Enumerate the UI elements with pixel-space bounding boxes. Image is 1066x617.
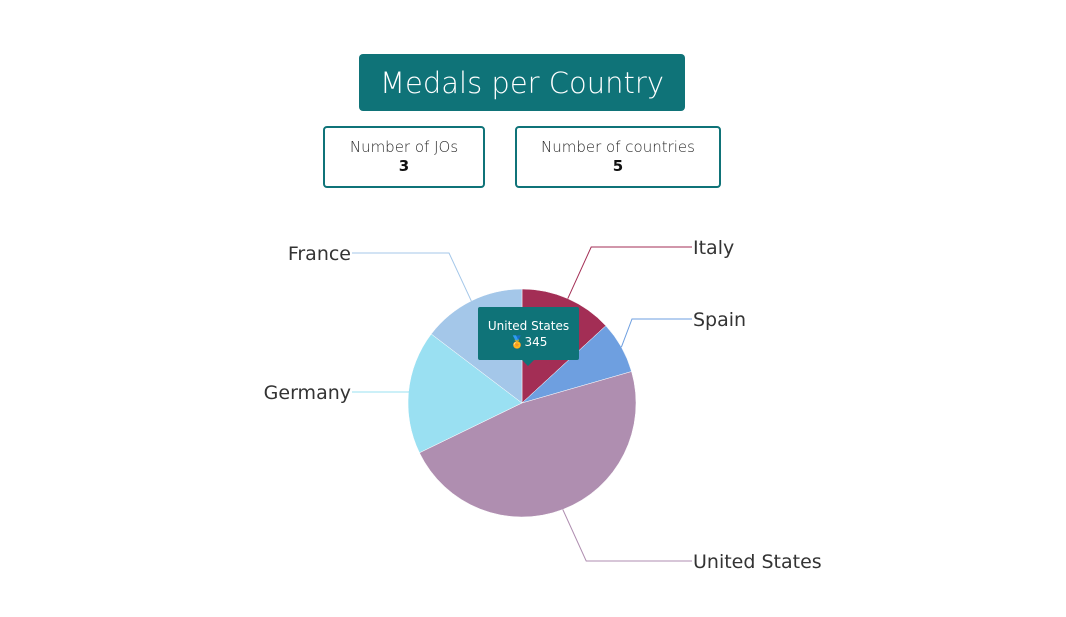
stat-value-jos: 3 — [398, 157, 410, 175]
leader-line-united-states — [562, 509, 692, 562]
pie-slices — [407, 288, 637, 518]
stat-card-jos: Number of JOs 3 — [323, 126, 485, 188]
medal-icon: 🏅 — [509, 334, 525, 349]
leader-line-france — [352, 252, 472, 302]
pie-slice-united-states[interactable] — [419, 371, 637, 518]
stat-label-countries: Number of countries — [541, 138, 695, 156]
leader-line-spain — [620, 318, 692, 348]
stat-card-countries: Number of countries 5 — [515, 126, 721, 188]
stat-label-jos: Number of JOs — [349, 138, 459, 156]
chart-tooltip: United States 🏅345 — [478, 307, 579, 366]
pie-label-united-states: United States — [693, 551, 822, 573]
pie-label-germany: Germany — [264, 382, 351, 404]
page-title: Medals per Country — [359, 54, 685, 111]
pie-labels: Italy Spain United States Germany France — [264, 237, 822, 573]
tooltip-value: 345 — [524, 334, 548, 349]
tooltip-country: United States — [487, 318, 570, 333]
leader-line-italy — [567, 246, 692, 299]
stat-value-countries: 5 — [612, 157, 624, 175]
pie-label-france: France — [288, 243, 351, 265]
pie-label-spain: Spain — [693, 309, 746, 331]
pie-label-italy: Italy — [693, 237, 734, 259]
tooltip-value-row: 🏅345 — [510, 334, 548, 350]
